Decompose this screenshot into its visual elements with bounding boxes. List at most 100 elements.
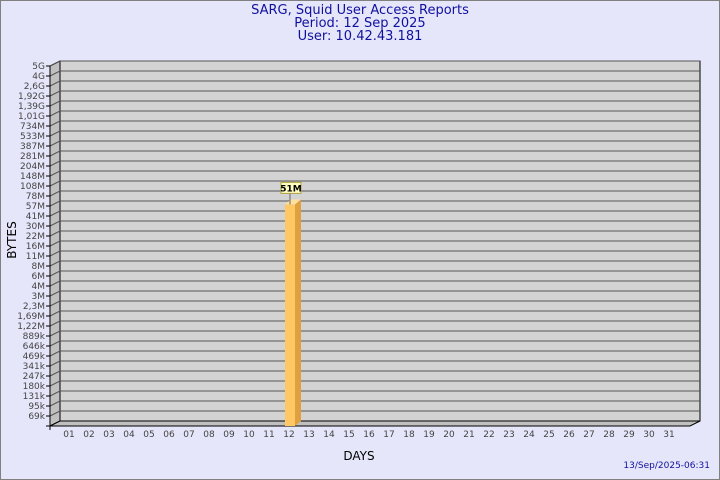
grid-line-side bbox=[49, 290, 61, 297]
x-tick-label: 27 bbox=[583, 430, 594, 440]
y-tick-label: 247k bbox=[23, 372, 46, 382]
grid-line-side bbox=[49, 60, 61, 67]
x-tick-label: 09 bbox=[223, 430, 235, 440]
grid-line-side bbox=[49, 310, 61, 317]
grid-line-side bbox=[49, 140, 61, 147]
y-tick-label: 734M bbox=[20, 122, 45, 132]
grid-line-side bbox=[49, 210, 61, 217]
y-tick-label: 22M bbox=[26, 232, 45, 242]
y-tick-label: 180k bbox=[23, 382, 46, 392]
x-tick-label: 11 bbox=[263, 430, 274, 440]
y-tick-label: 4G bbox=[32, 72, 45, 82]
y-tick-label: 57M bbox=[26, 202, 45, 212]
x-tick-label: 31 bbox=[663, 430, 674, 440]
y-tick-label: 131k bbox=[23, 392, 46, 402]
y-tick-label: 78M bbox=[26, 192, 45, 202]
y-tick-label: 11M bbox=[26, 252, 45, 262]
grid-line-side bbox=[49, 400, 61, 407]
y-tick-label: 469k bbox=[23, 352, 46, 362]
y-tick-label: 16M bbox=[26, 242, 45, 252]
grid-line-side bbox=[49, 320, 61, 327]
x-tick-label: 13 bbox=[303, 430, 314, 440]
y-tick-label: 1,01G bbox=[18, 112, 45, 122]
grid-line-side bbox=[49, 260, 61, 267]
grid-line-side bbox=[49, 410, 61, 417]
x-tick-label: 20 bbox=[443, 430, 455, 440]
x-tick-label: 12 bbox=[283, 430, 294, 440]
chart-user: User: 10.42.43.181 bbox=[297, 29, 423, 44]
x-tick-label: 23 bbox=[503, 430, 514, 440]
data-label: 51M bbox=[280, 184, 302, 194]
bar-side bbox=[295, 199, 301, 426]
x-tick-label: 06 bbox=[163, 430, 175, 440]
x-tick-label: 22 bbox=[483, 430, 494, 440]
x-tick-label: 02 bbox=[83, 430, 94, 440]
grid-line-side bbox=[49, 70, 61, 77]
bar bbox=[285, 204, 295, 426]
y-tick-label: 95k bbox=[28, 402, 45, 412]
y-tick-label: 2,3M bbox=[23, 302, 45, 312]
x-tick-label: 10 bbox=[243, 430, 255, 440]
y-tick-label: 8M bbox=[32, 262, 46, 272]
x-tick-label: 21 bbox=[463, 430, 474, 440]
x-tick-label: 16 bbox=[363, 430, 375, 440]
x-tick-label: 14 bbox=[323, 430, 335, 440]
x-tick-label: 28 bbox=[603, 430, 615, 440]
x-tick-label: 19 bbox=[423, 430, 435, 440]
grid-line-side bbox=[49, 240, 61, 247]
plot-floor bbox=[49, 420, 701, 427]
grid-line-side bbox=[49, 230, 61, 237]
grid-line-side bbox=[49, 380, 61, 387]
grid-line-side bbox=[49, 360, 61, 367]
x-tick-label: 01 bbox=[63, 430, 74, 440]
chart-period: Period: 12 Sep 2025 bbox=[294, 16, 426, 31]
x-tick-label: 08 bbox=[203, 430, 215, 440]
grid-line-side bbox=[49, 280, 61, 287]
grid-line-side bbox=[49, 160, 61, 167]
x-tick-label: 04 bbox=[123, 430, 135, 440]
grid-line-side bbox=[49, 180, 61, 187]
y-tick-label: 1,39G bbox=[18, 102, 45, 112]
y-tick-label: 646k bbox=[23, 342, 46, 352]
data-label-box bbox=[280, 181, 302, 194]
y-tick-label: 148M bbox=[20, 172, 45, 182]
y-tick-label: 3M bbox=[32, 292, 46, 302]
grid-line-side bbox=[49, 130, 61, 137]
grid-line-side bbox=[49, 340, 61, 347]
y-tick-label: 1,69M bbox=[17, 312, 45, 322]
y-tick-label: 4M bbox=[32, 282, 46, 292]
grid-line-side bbox=[49, 100, 61, 107]
grid-line-side bbox=[49, 150, 61, 157]
y-tick-label: 341k bbox=[23, 362, 46, 372]
x-axis-label: DAYS bbox=[343, 449, 374, 463]
grid-line-side bbox=[49, 170, 61, 177]
y-tick-label: 69k bbox=[28, 412, 45, 422]
x-tick-label: 29 bbox=[623, 430, 635, 440]
y-tick-label: 30M bbox=[26, 222, 45, 232]
y-tick-label: 1,22M bbox=[17, 322, 45, 332]
x-tick-label: 25 bbox=[543, 430, 554, 440]
grid-line-side bbox=[49, 120, 61, 127]
grid-line-side bbox=[49, 200, 61, 207]
grid-line-side bbox=[49, 270, 61, 277]
y-tick-label: 1,92G bbox=[18, 92, 45, 102]
y-tick-label: 6M bbox=[32, 272, 46, 282]
y-tick-label: 2,6G bbox=[24, 82, 45, 92]
y-tick-label: 533M bbox=[20, 132, 45, 142]
grid-line-side bbox=[49, 80, 61, 87]
x-tick-label: 03 bbox=[103, 430, 114, 440]
report-timestamp: 13/Sep/2025-06:31 bbox=[623, 461, 710, 471]
x-tick-label: 15 bbox=[343, 430, 354, 440]
grid-line-side bbox=[49, 390, 61, 397]
y-axis-label: BYTES bbox=[5, 221, 19, 258]
grid-line-side bbox=[49, 370, 61, 377]
x-tick-label: 17 bbox=[383, 430, 394, 440]
chart-title: SARG, Squid User Access Reports bbox=[251, 3, 469, 18]
grid-line-side bbox=[49, 110, 61, 117]
grid-line-side bbox=[49, 90, 61, 97]
x-tick-label: 18 bbox=[403, 430, 415, 440]
x-tick-label: 05 bbox=[143, 430, 154, 440]
x-tick-label: 07 bbox=[183, 430, 194, 440]
y-tick-label: 108M bbox=[20, 182, 45, 192]
